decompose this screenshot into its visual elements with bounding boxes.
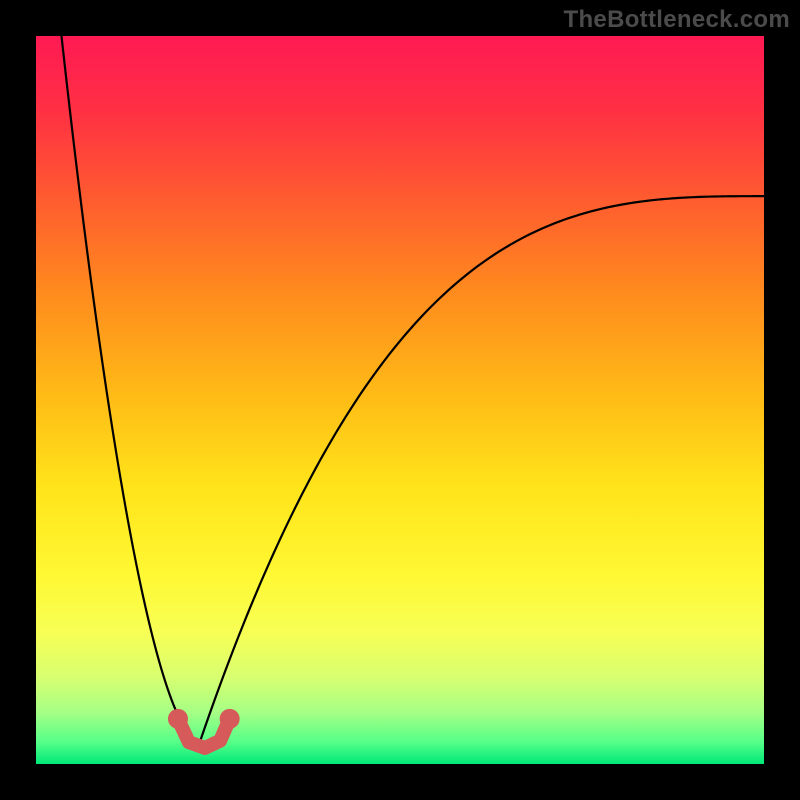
plot-frame xyxy=(0,764,800,800)
plot-frame xyxy=(764,36,800,764)
plot-frame xyxy=(0,36,36,764)
optimal-range-marker-cap xyxy=(168,709,188,729)
watermark-text: TheBottleneck.com xyxy=(564,6,790,34)
plot-background xyxy=(36,36,764,764)
optimal-range-marker-cap xyxy=(220,709,240,729)
